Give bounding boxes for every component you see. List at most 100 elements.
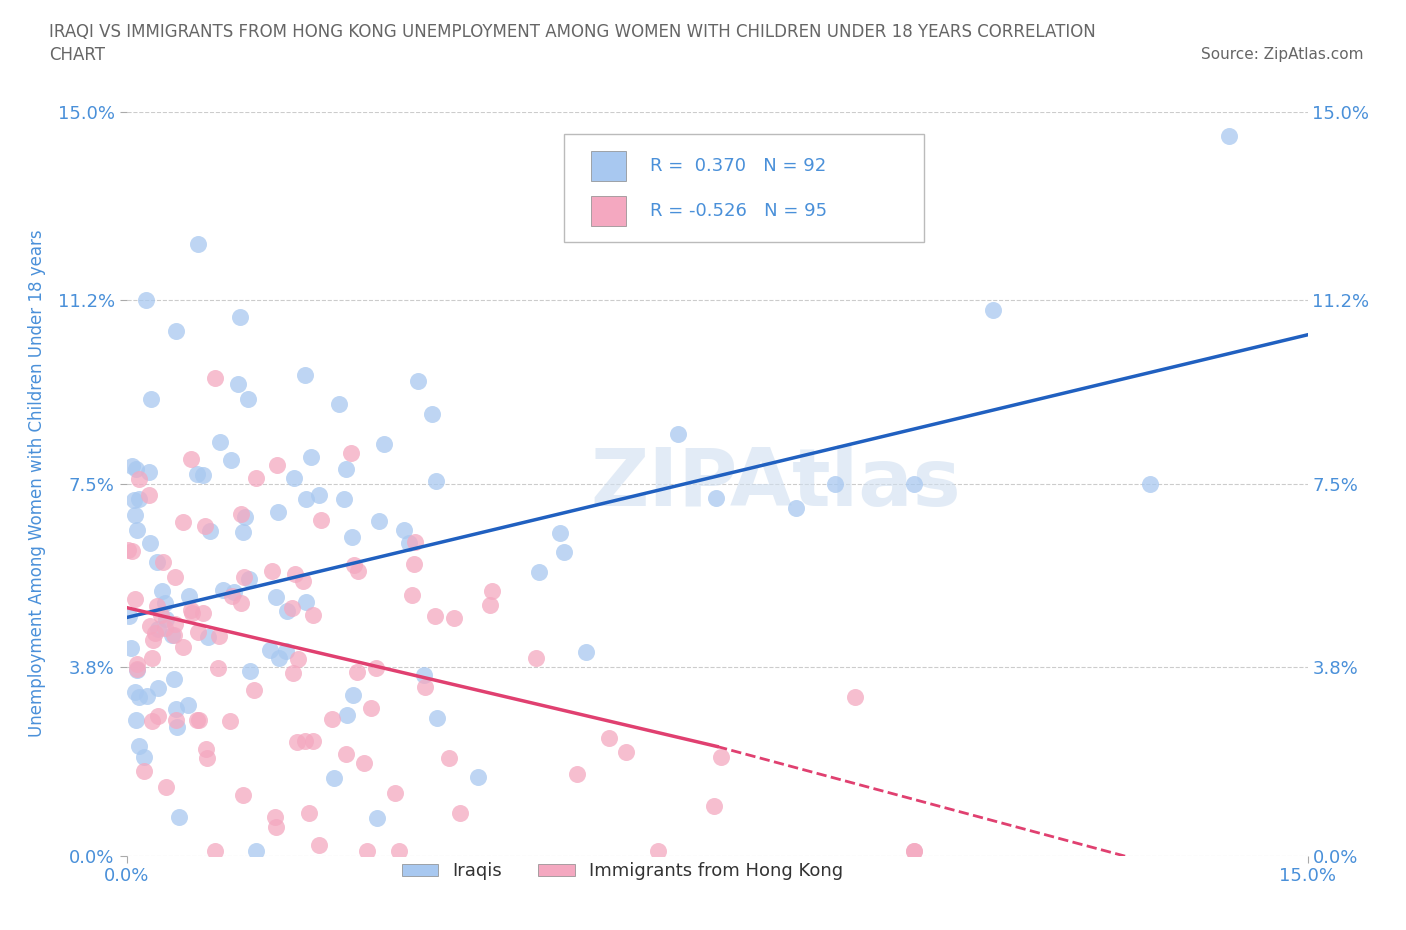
Point xyxy=(229,596,252,611)
Point xyxy=(238,571,260,586)
Point xyxy=(186,466,208,481)
Point xyxy=(155,780,177,795)
Point xyxy=(125,657,148,671)
Point xyxy=(163,617,186,631)
Point xyxy=(264,819,287,834)
Point xyxy=(124,591,146,606)
Point xyxy=(263,809,285,824)
Point xyxy=(548,525,571,540)
Point xyxy=(294,734,316,749)
Point xyxy=(283,666,305,681)
Point xyxy=(118,609,141,624)
Point xyxy=(259,643,281,658)
Point xyxy=(333,491,356,506)
Point xyxy=(138,535,160,550)
Point xyxy=(614,744,637,759)
Point xyxy=(208,629,231,644)
Point xyxy=(412,668,434,683)
Point xyxy=(710,750,733,764)
Y-axis label: Unemployment Among Women with Children Under 18 years: Unemployment Among Women with Children U… xyxy=(28,230,46,737)
Point xyxy=(426,711,449,725)
Point xyxy=(335,746,357,761)
Point xyxy=(239,664,262,679)
Point xyxy=(125,712,148,727)
Point xyxy=(284,566,307,581)
Point xyxy=(148,709,170,724)
Point xyxy=(598,730,620,745)
Point xyxy=(204,371,226,386)
Point xyxy=(308,838,330,853)
Point xyxy=(423,608,446,623)
Point xyxy=(291,574,314,589)
Point xyxy=(243,683,266,698)
Point xyxy=(143,625,166,640)
Point xyxy=(322,771,344,786)
Point xyxy=(209,434,232,449)
Point xyxy=(165,712,187,727)
Point xyxy=(367,514,389,529)
Point xyxy=(467,769,489,784)
Point xyxy=(309,512,332,527)
Point xyxy=(301,733,323,748)
Point xyxy=(342,687,364,702)
Point xyxy=(226,377,249,392)
Text: R = -0.526   N = 95: R = -0.526 N = 95 xyxy=(650,202,827,220)
Point xyxy=(844,690,866,705)
Point xyxy=(121,543,143,558)
Point xyxy=(117,543,139,558)
Point xyxy=(404,535,426,550)
Point xyxy=(235,510,257,525)
Point xyxy=(153,595,176,610)
Point xyxy=(125,462,148,477)
Point xyxy=(553,545,575,560)
Point xyxy=(233,570,256,585)
Point xyxy=(135,689,157,704)
Point xyxy=(298,806,321,821)
Point xyxy=(146,680,169,695)
Point xyxy=(339,445,361,460)
Point xyxy=(903,476,925,491)
Point xyxy=(360,700,382,715)
Point xyxy=(299,449,322,464)
Bar xyxy=(591,151,626,180)
Text: CHART: CHART xyxy=(49,46,105,64)
Point xyxy=(1218,129,1240,144)
Point xyxy=(120,641,142,656)
Point xyxy=(232,788,254,803)
Point xyxy=(166,719,188,734)
Point xyxy=(269,651,291,666)
Point xyxy=(384,786,406,801)
Point xyxy=(404,557,426,572)
Point xyxy=(321,711,343,726)
Point xyxy=(903,844,925,858)
Point xyxy=(124,508,146,523)
Point xyxy=(128,738,150,753)
Point xyxy=(128,689,150,704)
Point xyxy=(188,712,211,727)
Point xyxy=(128,472,150,486)
Point xyxy=(287,652,309,667)
Point xyxy=(274,644,297,658)
Point xyxy=(336,707,359,722)
Point xyxy=(346,665,368,680)
Point xyxy=(529,565,551,579)
Point xyxy=(122,493,145,508)
Point xyxy=(398,536,420,551)
Point xyxy=(449,805,471,820)
Point xyxy=(195,751,218,765)
Point xyxy=(138,487,160,502)
Point xyxy=(406,373,429,388)
Point xyxy=(229,506,252,521)
Text: Source: ZipAtlas.com: Source: ZipAtlas.com xyxy=(1201,46,1364,61)
Point xyxy=(160,628,183,643)
Point xyxy=(229,309,252,324)
Point xyxy=(392,522,415,537)
Point xyxy=(267,505,290,520)
Point xyxy=(180,452,202,467)
Point xyxy=(266,589,288,604)
Point xyxy=(1139,476,1161,491)
Point xyxy=(165,324,187,339)
Point xyxy=(285,735,308,750)
Point xyxy=(163,627,186,642)
Point xyxy=(294,367,316,382)
